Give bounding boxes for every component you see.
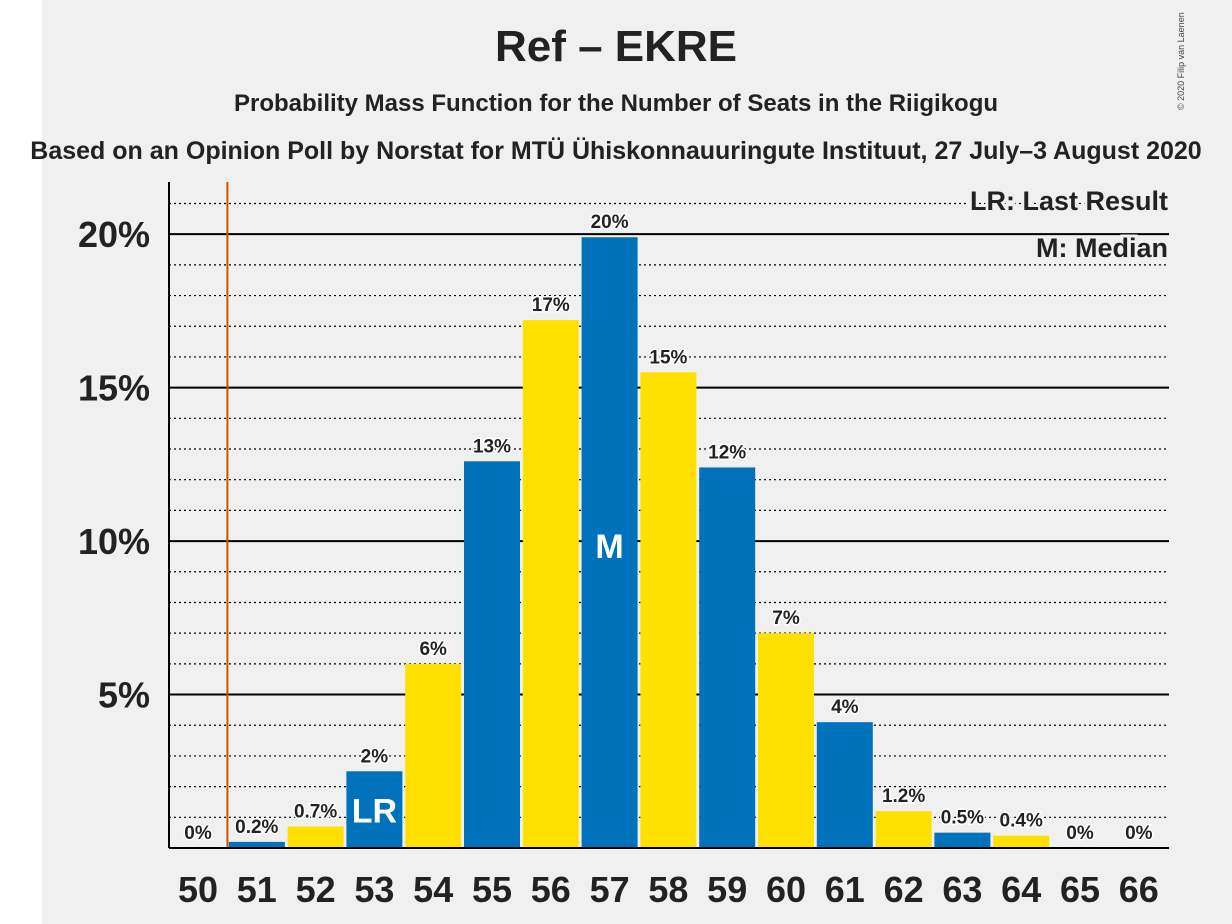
bar-seat-52 bbox=[287, 826, 344, 848]
bar-seat-56 bbox=[522, 320, 579, 848]
last-result-marker: LR bbox=[352, 793, 397, 831]
x-tick-label: 55 bbox=[472, 869, 512, 910]
median-marker: M bbox=[595, 528, 623, 566]
value-label: 0.4% bbox=[1000, 811, 1043, 832]
chart-source: Based on an Opinion Poll by Norstat for … bbox=[30, 137, 1202, 165]
chart-title: Ref – EKRE bbox=[494, 22, 738, 71]
x-tick-label: 58 bbox=[648, 869, 688, 910]
value-label: 0% bbox=[184, 823, 212, 844]
x-tick-label: 60 bbox=[766, 869, 806, 910]
legend-entry: M: Median bbox=[1036, 233, 1168, 263]
bar-seat-60 bbox=[758, 633, 814, 848]
value-label: 1.2% bbox=[882, 786, 925, 807]
x-tick-label: 65 bbox=[1060, 869, 1100, 910]
bar-seat-53 bbox=[346, 771, 403, 848]
bar-seat-61 bbox=[816, 722, 873, 848]
value-label: 0% bbox=[1125, 823, 1153, 844]
bar-seat-58 bbox=[640, 372, 697, 848]
x-tick-label: 53 bbox=[354, 869, 394, 910]
bar-seat-55 bbox=[464, 461, 520, 848]
y-tick-label: 15% bbox=[78, 368, 150, 409]
x-tick-label: 52 bbox=[296, 869, 336, 910]
x-tick-label: 51 bbox=[237, 869, 277, 910]
x-tick-label: 64 bbox=[1001, 869, 1041, 910]
x-tick-label: 54 bbox=[413, 869, 453, 910]
legend-entry: LR: Last Result bbox=[970, 186, 1168, 216]
value-label: 2% bbox=[361, 746, 389, 767]
value-label: 0.7% bbox=[294, 802, 337, 823]
y-tick-label: 10% bbox=[78, 521, 150, 562]
bar-seat-64 bbox=[993, 835, 1050, 848]
value-label: 0.5% bbox=[941, 808, 984, 829]
chart-subtitle: Probability Mass Function for the Number… bbox=[233, 90, 999, 117]
x-tick-label: 66 bbox=[1119, 869, 1159, 910]
value-label: 4% bbox=[831, 697, 859, 718]
x-tick-label: 61 bbox=[825, 869, 865, 910]
value-label: 0% bbox=[1066, 823, 1094, 844]
value-label: 13% bbox=[473, 436, 511, 457]
x-tick-label: 63 bbox=[942, 869, 982, 910]
x-tick-label: 50 bbox=[178, 869, 218, 910]
bar-seat-54 bbox=[405, 663, 462, 848]
value-label: 0.2% bbox=[235, 817, 278, 838]
value-label: 17% bbox=[532, 295, 570, 316]
value-label: 20% bbox=[591, 212, 629, 233]
bar-seat-57 bbox=[581, 237, 638, 848]
bar-seat-59 bbox=[699, 467, 756, 848]
bar-seat-62 bbox=[875, 811, 932, 848]
bar-seat-63 bbox=[934, 832, 991, 848]
x-tick-label: 56 bbox=[531, 869, 571, 910]
x-tick-label: 59 bbox=[707, 869, 747, 910]
bar-seat-51 bbox=[228, 841, 285, 848]
value-label: 15% bbox=[649, 347, 687, 368]
x-tick-label: 57 bbox=[590, 869, 630, 910]
y-tick-label: 20% bbox=[78, 214, 150, 255]
value-label: 6% bbox=[419, 639, 447, 660]
x-tick-label: 62 bbox=[884, 869, 924, 910]
value-label: 12% bbox=[708, 442, 746, 463]
y-tick-label: 5% bbox=[98, 675, 150, 716]
value-label: 7% bbox=[772, 608, 800, 629]
